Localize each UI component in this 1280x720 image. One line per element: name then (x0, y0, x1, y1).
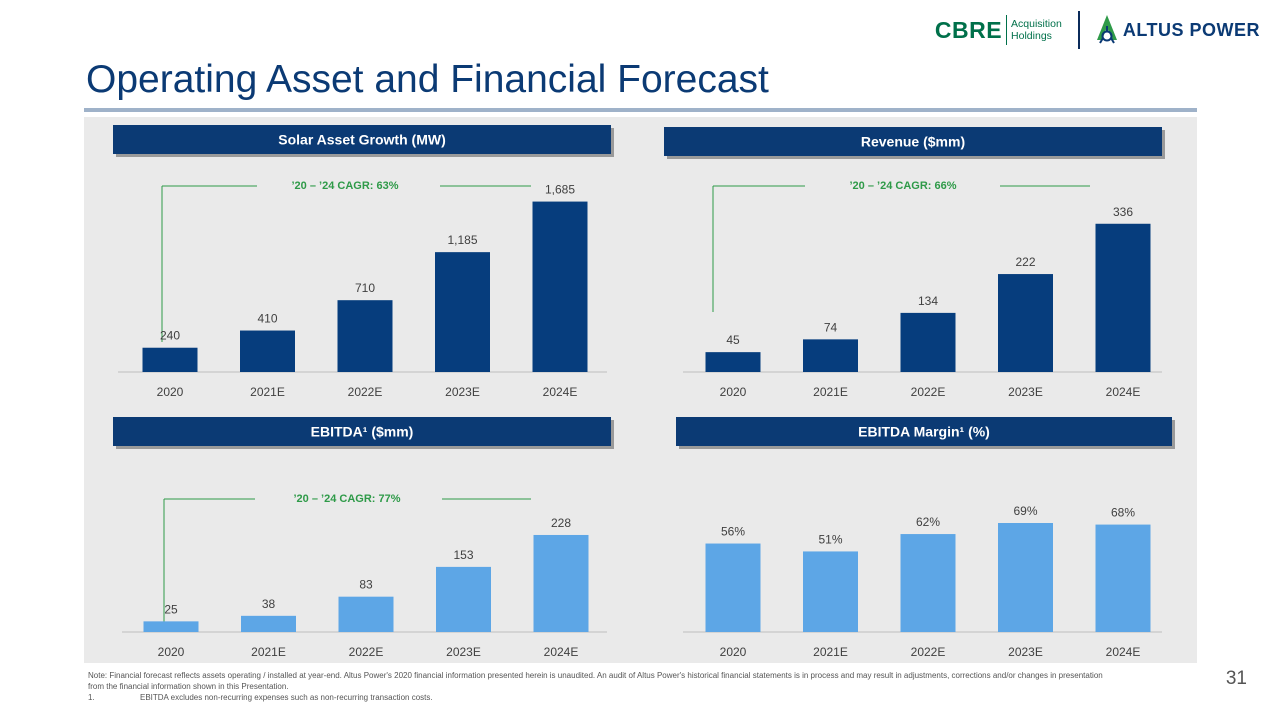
chart-1-bar (435, 252, 490, 372)
chart-3-cagr-label: ’20 – ’24 CAGR: 77% (294, 493, 401, 505)
chart-3-data-label: 38 (262, 597, 276, 611)
cbre-wordmark: CBRE (934, 16, 1003, 43)
chart-1-data-label: 240 (160, 329, 180, 343)
chart-2-tick-label: 2022E (911, 385, 946, 399)
cbre-subtitle-line-2: Holdings (1011, 30, 1052, 42)
chart-2-title: Revenue ($mm) (861, 134, 965, 150)
page-title: Operating Asset and Financial Forecast (86, 58, 769, 101)
chart-1-tick-label: 2022E (348, 385, 383, 399)
footnote-item-text: EBITDA excludes non-recurring expenses s… (140, 693, 433, 702)
chart-3-header (113, 417, 611, 446)
logo-divider (1077, 11, 1080, 49)
chart-1-cagr-label: ’20 – ’24 CAGR: 63% (292, 180, 399, 192)
chart-3-tick-label: 2023E (446, 645, 481, 659)
footnote-note: Note: Financial forecast reflects assets… (88, 671, 1103, 691)
chart-2-tick-label: 2020 (720, 385, 747, 399)
chart-4-data-label: 68% (1111, 506, 1135, 520)
chart-4-data-label: 62% (916, 515, 940, 529)
chart-3-bar (241, 615, 296, 632)
chart-3-bar (338, 596, 394, 632)
chart-1-data-label: 410 (257, 312, 277, 326)
chart-4-data-label: 56% (721, 525, 745, 539)
cbre-logo: CBRE Acquisition Holdings (935, 15, 1062, 45)
chart-3-data-label: 25 (164, 602, 178, 616)
chart-4-header (676, 417, 1172, 446)
chart-4-title: EBITDA Margin¹ (%) (858, 424, 990, 440)
chart-3-tick-label: 2021E (251, 645, 286, 659)
chart-2-cagr-label: ’20 – ’24 CAGR: 66% (850, 180, 957, 192)
chart-3-tick-label: 2024E (544, 645, 579, 659)
footnote-item-number: 1. (88, 693, 95, 702)
chart-1-data-label: 710 (355, 281, 375, 295)
chart-2-bar (1095, 223, 1151, 372)
chart-3-tick-label: 2022E (349, 645, 384, 659)
altus-emblem-icon (1096, 15, 1117, 44)
chart-4-bar (705, 543, 761, 632)
chart-1-bar (142, 347, 198, 372)
cbre-subtitle: Acquisition Holdings (1011, 18, 1062, 42)
chart-4-tick-label: 2024E (1106, 645, 1141, 659)
altus-power-logo: ALTUS POWER (1096, 14, 1260, 46)
chart-2-bar (900, 312, 956, 372)
chart-3-data-label: 83 (359, 578, 373, 592)
chart-1-tick-label: 2021E (250, 385, 285, 399)
chart-2-data-label: 74 (824, 320, 838, 334)
chart-3-tick-label: 2020 (158, 645, 185, 659)
chart-2-bar (705, 352, 761, 372)
chart-4-data-label: 51% (818, 532, 842, 546)
altus-wordmark: ALTUS POWER (1122, 19, 1260, 40)
chart-4-tick-label: 2022E (911, 645, 946, 659)
chart-2-tick-label: 2024E (1106, 385, 1141, 399)
chart-3-bar (533, 534, 589, 632)
footnote-item: 1. EBITDA excludes non-recurring expenses… (88, 692, 1118, 703)
chart-4-tick-label: 2020 (720, 645, 747, 659)
chart-2-tick-label: 2021E (813, 385, 848, 399)
chart-1-header (113, 125, 611, 154)
chart-4-bar (1095, 524, 1151, 632)
chart-1-tick-label: 2020 (157, 385, 184, 399)
cbre-separator (1006, 15, 1008, 45)
chart-1-data-label: 1,185 (447, 233, 477, 247)
chart-4-bar (998, 523, 1053, 632)
chart-4-data-label: 69% (1013, 504, 1037, 518)
chart-2-data-label: 134 (918, 294, 938, 308)
chart-2-bar (998, 274, 1053, 372)
chart-2-data-label: 45 (726, 333, 740, 347)
chart-4-bar (803, 551, 858, 632)
chart-3-bar (436, 566, 491, 632)
chart-3-data-label: 228 (551, 516, 571, 530)
chart-2-header (664, 127, 1162, 156)
chart-1-tick-label: 2023E (445, 385, 480, 399)
footnote: Note: Financial forecast reflects assets… (88, 670, 1118, 703)
page-number: 31 (1225, 668, 1247, 689)
chart-3-data-label: 153 (453, 548, 473, 562)
cbre-subtitle-line-1: Acquisition (1011, 18, 1062, 30)
chart-1-bar (337, 300, 393, 372)
chart-1-bar (240, 330, 295, 372)
chart-1-title: Solar Asset Growth (MW) (278, 132, 446, 148)
chart-1-bar (532, 201, 588, 372)
chart-2-tick-label: 2023E (1008, 385, 1043, 399)
chart-3-title: EBITDA¹ ($mm) (311, 424, 414, 440)
chart-1-tick-label: 2024E (543, 385, 578, 399)
title-rule (84, 108, 1197, 112)
chart-1-data-label: 1,685 (545, 183, 575, 197)
chart-4-tick-label: 2021E (813, 645, 848, 659)
chart-2-data-label: 222 (1015, 255, 1035, 269)
chart-2-bar (803, 339, 858, 372)
chart-4-bar (900, 534, 956, 632)
chart-3-bar (143, 621, 199, 632)
logo-group: CBRE Acquisition Holdings ALTUS POWER (935, 10, 1260, 50)
chart-4-tick-label: 2023E (1008, 645, 1043, 659)
chart-2-data-label: 336 (1113, 205, 1133, 219)
